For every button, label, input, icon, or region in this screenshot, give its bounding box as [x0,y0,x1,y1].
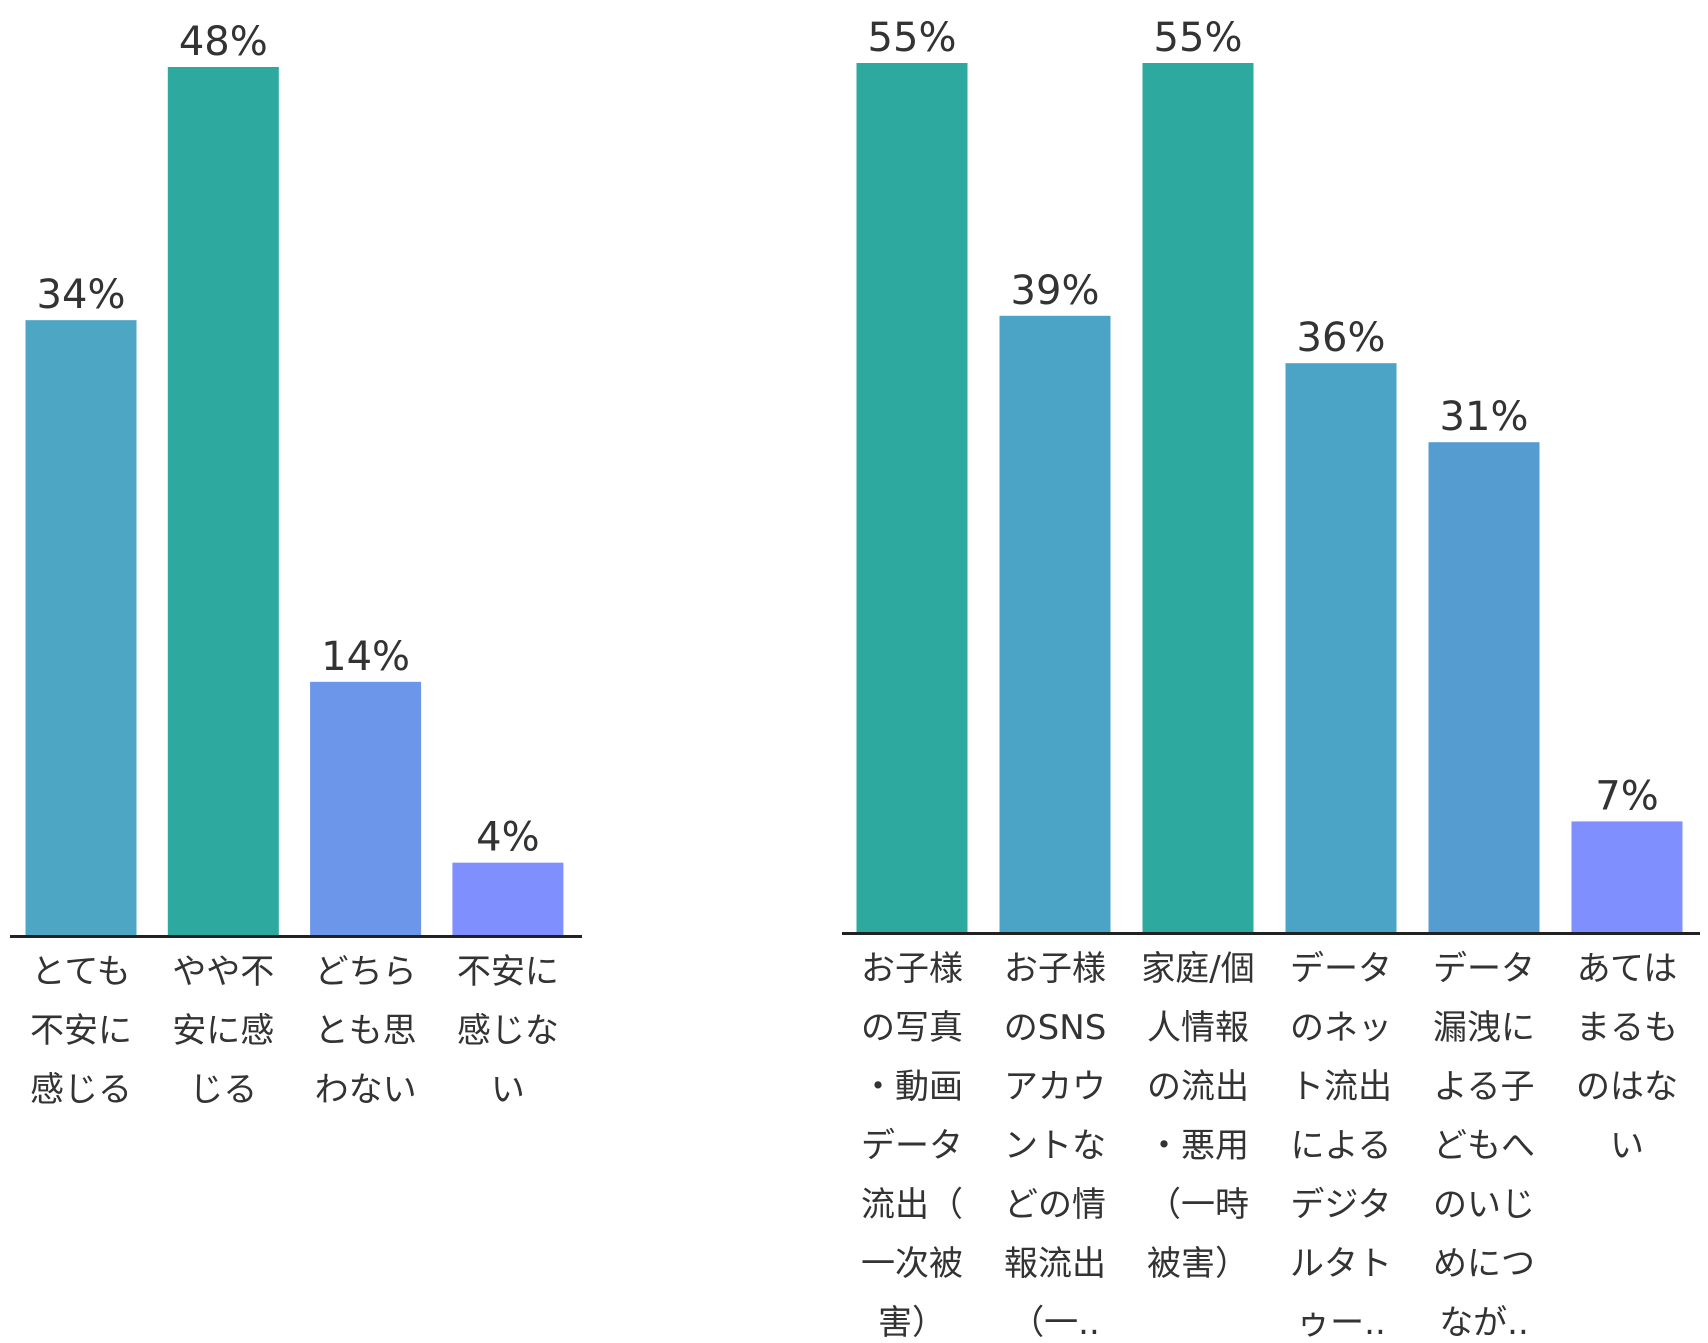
x-tick-label-line: アカウ [1004,1067,1106,1107]
x-tick-label-line: よる子 [1434,1067,1535,1107]
x-tick-label-line: 被害） [1147,1244,1249,1284]
x-tick-label-line: のSNS [1004,1008,1107,1048]
x-tick-label-line: のいじ [1433,1185,1535,1225]
x-tick-label-line: どの情 [1004,1185,1106,1225]
x-tick-label-line: 一次被 [861,1244,963,1284]
x-tick-label-line: わない [315,1070,417,1110]
x-tick-label-line: ゥー.. [1296,1303,1386,1343]
x-tick-label-line: 漏洩に [1433,1008,1535,1048]
x-tick-label-line: ・悪用 [1147,1126,1249,1166]
x-tick-label-line: 家庭/個 [1141,949,1254,989]
bar [999,315,1111,932]
x-tick-label-line: 害） [878,1303,946,1343]
x-tick-label-line: じる [189,1070,257,1110]
chart-1: 34%とても不安に感じる48%やや不安に感じる14%どちらとも思わない4%不安に… [10,19,582,1110]
x-tick-label-line: どちら [315,952,417,992]
x-tick-label: お子様の写真・動画データ流出（ 一次被害） [861,949,963,1343]
x-tick-label-line: のネッ [1290,1008,1392,1048]
bar-value-label: 55% [1154,15,1243,61]
x-tick-label-line: ト流出 [1290,1067,1392,1107]
bar-value-label: 55% [868,15,957,61]
bar [310,681,422,935]
x-tick-label: お子様のSNS アカウントなどの情報流出 （一.. [1004,949,1107,1343]
x-tick-label: 不安に感じない [457,952,559,1110]
bar [452,862,564,935]
x-tick-label-line: の流出 [1147,1067,1249,1107]
bar-value-label: 31% [1440,394,1529,440]
x-tick-label-line: 人情報 [1147,1008,1249,1048]
x-tick-label-line: 感じる [30,1070,132,1110]
x-tick-label-line: とも思 [315,1011,417,1051]
x-tick-label-line: 安に感 [172,1011,274,1051]
x-tick-label-line: 不安に [30,1011,132,1051]
bar-value-label: 14% [321,634,410,680]
x-tick-label-line: ントな [1004,1126,1106,1166]
bar [167,67,279,935]
x-tick-label-line: ・動画 [861,1067,963,1107]
x-tick-label-line: 不安に [457,952,559,992]
x-tick-label: データ漏洩による子どもへのいじめにつなが.. [1433,949,1535,1343]
x-tick-label-line: デジタ [1290,1185,1391,1225]
x-tick-label: データのネット流出によるデジタルタトゥー.. [1290,949,1392,1343]
x-tick-label: とても不安に感じる [30,952,132,1110]
x-tick-label-line: あては [1577,949,1678,989]
x-tick-label-line: による [1291,1126,1392,1166]
x-tick-label-line: とても [31,952,130,992]
x-tick-label-line: データ [1290,949,1392,989]
x-tick-label-line: お子様 [861,949,963,989]
x-tick-label-line: ルタト [1290,1244,1392,1284]
x-tick-label-line: まるも [1576,1008,1678,1048]
x-tick-label-line: どもへ [1433,1126,1535,1166]
x-tick-label-line: 報流出 [1004,1244,1106,1284]
chart-2: 55%お子様の写真・動画データ流出（一次被害）39%お子様のSNS アカウントなど… [842,15,1700,1343]
x-tick-label-line: データ [1433,949,1535,989]
bar-value-label: 39% [1011,268,1100,314]
bar [856,63,968,932]
bar-value-label: 48% [179,19,268,65]
x-tick-label-line: （一時 [1147,1185,1249,1225]
x-tick-label-line: 感じな [457,1011,559,1051]
bar-value-label: 7% [1595,773,1658,819]
bar [1428,442,1540,932]
x-tick-label-line: お子様 [1004,949,1106,989]
bar-value-label: 4% [476,815,539,861]
x-tick-label-line: なが.. [1439,1303,1529,1343]
bar-value-label: 34% [37,272,126,318]
bar [25,320,137,936]
x-tick-label: どちらとも思わない [315,952,417,1110]
x-tick-label: 家庭/個人情報の流出・悪用 （一時被害） [1141,949,1254,1284]
bar [1142,63,1254,932]
x-tick-label-line: やや不 [172,952,274,992]
x-tick-label: やや不安に感じる [172,952,274,1110]
x-tick-label-line: めにつ [1433,1244,1535,1284]
bar-value-label: 36% [1297,315,1386,361]
x-tick-label-line: 流出（ [861,1185,963,1225]
x-tick-label-line: のはな [1576,1067,1678,1107]
bar [1285,363,1397,932]
bar [1571,821,1683,932]
x-tick-label-line: データ [861,1126,963,1166]
x-tick-label-line: の写真 [861,1008,963,1048]
x-tick-label-line: （一.. [1010,1303,1100,1343]
x-tick-label-line: い [1610,1126,1644,1166]
x-tick-label: あてはまるものはない [1576,949,1678,1166]
x-tick-label-line: い [491,1070,525,1110]
